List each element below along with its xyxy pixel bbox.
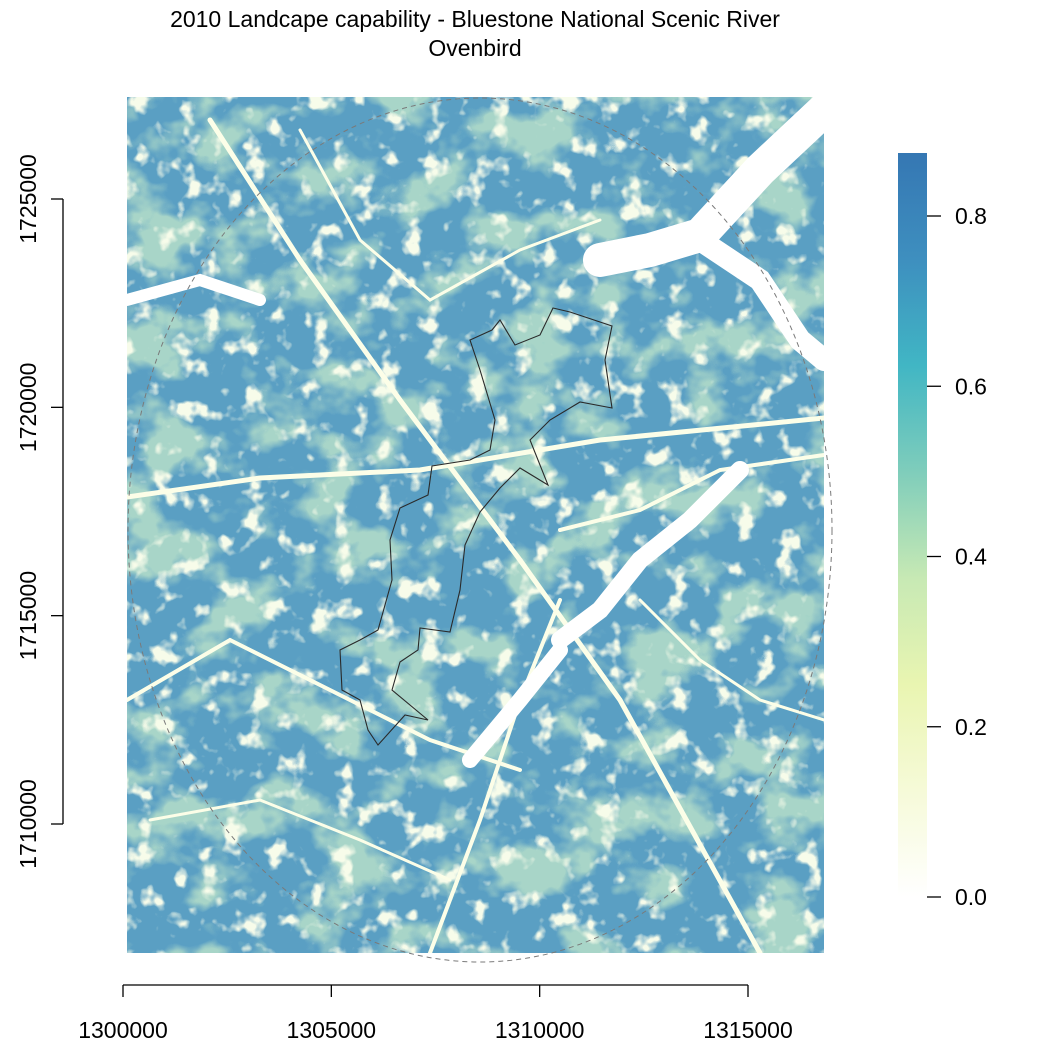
- map-subtitle-species: Ovenbird: [428, 35, 521, 61]
- y-tick-label: 1720000: [15, 363, 41, 453]
- x-tick-label: 1310000: [495, 1017, 585, 1043]
- capability-raster: [127, 97, 824, 953]
- y-tick-label: 1725000: [15, 154, 41, 244]
- y-tick-label: 1715000: [15, 571, 41, 661]
- legend-color-scale: [898, 153, 927, 897]
- river-valley: [127, 97, 824, 768]
- map-title: 2010 Landcape capability - Bluestone Nat…: [170, 6, 780, 32]
- x-tick-label: 1315000: [703, 1017, 793, 1043]
- legend-tick-label: 0.6: [955, 373, 987, 399]
- legend-tick-label: 0.0: [955, 884, 987, 910]
- park-boundary: [339, 307, 613, 746]
- legend-colorbar: 0.0 0.2 0.4 0.6 0.8: [898, 153, 987, 910]
- road-corridors: [127, 117, 824, 953]
- legend-tick-label: 0.2: [955, 714, 987, 740]
- legend-tick-label: 0.4: [955, 544, 987, 570]
- x-tick-label: 1305000: [287, 1017, 377, 1043]
- x-axis: 1300000 1305000 1310000 1315000: [78, 984, 793, 1043]
- study-area-buffer: [127, 97, 833, 963]
- y-axis: 1710000 1715000 1720000 1725000: [15, 154, 64, 869]
- y-tick-label: 1710000: [15, 779, 41, 869]
- legend-tick-label: 0.8: [955, 203, 987, 229]
- x-tick-label: 1300000: [78, 1017, 168, 1043]
